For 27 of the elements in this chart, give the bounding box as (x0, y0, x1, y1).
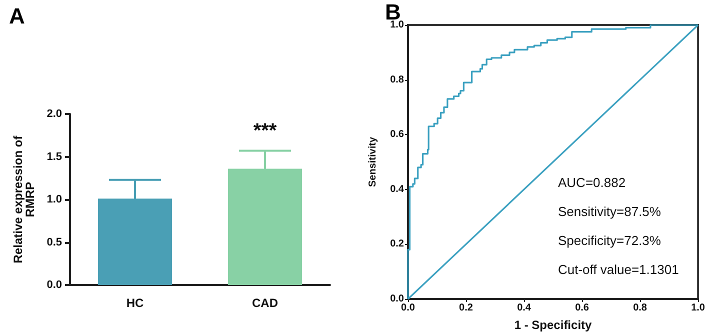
y-tick-label: 0.6 (390, 129, 404, 140)
chart-title: A (9, 4, 25, 28)
y-tick-label: 0.5 (46, 236, 62, 248)
x-tick-label: HC (126, 296, 144, 310)
x-tick-label: 0.6 (575, 302, 590, 314)
x-tick-label: CAD (252, 296, 278, 310)
y-tick-label: 1.0 (46, 194, 62, 206)
annotation: AUC=0.882 (558, 175, 626, 190)
x-tick-label: 1.0 (691, 302, 706, 314)
y-tick-label: 0.4 (390, 184, 404, 195)
y-tick-label: 0.0 (46, 279, 62, 291)
y-tick-label: 1.0 (390, 20, 404, 30)
y-tick-label: 1.5 (46, 150, 62, 163)
y-axis-title: Sensitivity (368, 136, 378, 188)
y-tick-label: 0.8 (390, 74, 404, 86)
y-tick-label: 0.2 (390, 238, 404, 250)
y-tick-label: 2.0 (46, 108, 62, 120)
y-axis-title: Relative expression of RMRP (10, 134, 37, 264)
annotation: Cut-off value=1.1301 (558, 262, 679, 277)
annotation: Sensitivity=87.5% (558, 204, 662, 219)
x-axis-title: 1 - Specificity (514, 318, 592, 332)
annotation: *** (253, 120, 277, 142)
x-tick-label: 0.8 (633, 302, 648, 314)
annotation: Specificity=72.3% (558, 233, 662, 248)
x-tick-label: 0.0 (401, 302, 416, 314)
x-tick-label: 0.4 (517, 302, 532, 314)
x-tick-label: 0.2 (459, 302, 474, 314)
